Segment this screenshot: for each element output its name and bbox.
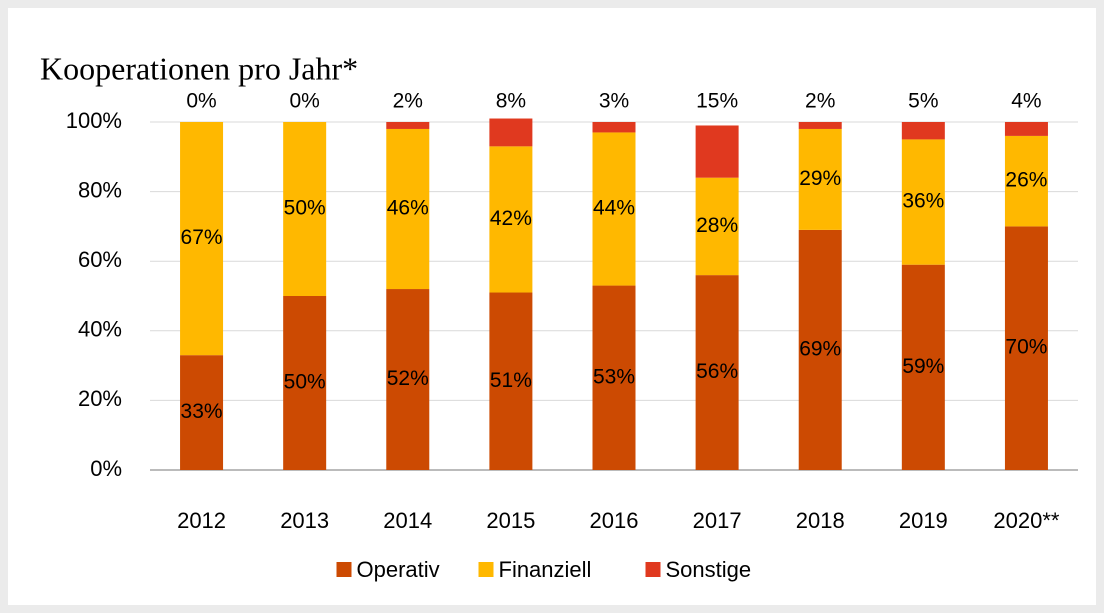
x-tick-label: 2019: [899, 508, 948, 533]
y-tick-label: 100%: [66, 108, 122, 133]
bar-segment: [592, 132, 636, 286]
value-label: 51%: [490, 369, 532, 392]
y-tick-label: 80%: [78, 177, 122, 202]
legend-label: Finanziell: [499, 557, 592, 582]
bar-segment: [489, 146, 533, 293]
legend-swatch: [645, 562, 661, 577]
x-tick-label: 2017: [693, 508, 742, 533]
bar-segment: [1004, 135, 1048, 227]
bar-segment: [489, 118, 533, 147]
y-tick-label: 60%: [78, 247, 122, 272]
x-tick-label: 2013: [280, 508, 329, 533]
value-label: 8%: [496, 90, 526, 113]
bar-segment: [489, 292, 533, 470]
legend-swatch: [336, 562, 352, 577]
legend-swatch: [478, 562, 494, 577]
bar-segment: [592, 285, 636, 470]
bar-segment: [1004, 122, 1048, 136]
bar-segment: [695, 125, 739, 178]
x-tick-label: 2014: [383, 508, 432, 533]
value-label: 0%: [186, 90, 216, 113]
bar-segment: [283, 122, 327, 296]
bar-segment: [386, 122, 430, 129]
y-tick-label: 40%: [78, 317, 122, 342]
value-label: 26%: [1005, 169, 1047, 192]
value-label: 2%: [805, 90, 835, 113]
bar-segment: [901, 264, 945, 470]
value-label: 33%: [181, 400, 223, 423]
bar-segment: [798, 128, 842, 230]
bar-segment: [695, 177, 739, 276]
bar-segment: [695, 275, 739, 470]
value-label: 69%: [799, 337, 841, 360]
x-tick-label: 2015: [486, 508, 535, 533]
legend-label: Operativ: [357, 557, 440, 582]
value-label: 0%: [289, 90, 319, 113]
value-label: 15%: [696, 90, 738, 113]
value-label: 50%: [284, 371, 326, 394]
value-label: 29%: [799, 167, 841, 190]
x-tick-label: 2020**: [993, 508, 1060, 533]
value-label: 2%: [393, 90, 423, 113]
value-label: 28%: [696, 214, 738, 237]
x-tick-label: 2018: [796, 508, 845, 533]
y-tick-label: 20%: [78, 386, 122, 411]
bar-segment: [283, 296, 327, 470]
legend-label: Sonstige: [666, 557, 752, 582]
bar-segment: [386, 128, 430, 290]
x-tick-label: 2012: [177, 508, 226, 533]
value-label: 53%: [593, 365, 635, 388]
value-label: 42%: [490, 207, 532, 230]
value-label: 56%: [696, 360, 738, 383]
y-tick-label: 0%: [90, 456, 122, 481]
value-label: 5%: [908, 90, 938, 113]
chart-title: Kooperationen pro Jahr*: [40, 50, 358, 86]
bar-segment: [901, 122, 945, 140]
bar-segment: [1004, 226, 1048, 470]
value-label: 70%: [1005, 336, 1047, 359]
value-label: 59%: [902, 355, 944, 378]
value-label: 67%: [181, 226, 223, 249]
value-label: 46%: [387, 197, 429, 220]
value-label: 36%: [902, 190, 944, 213]
value-label: 50%: [284, 197, 326, 220]
value-label: 4%: [1011, 90, 1041, 113]
value-label: 52%: [387, 367, 429, 390]
bar-segment: [180, 355, 224, 470]
value-label: 3%: [599, 90, 629, 113]
bar-segment: [901, 139, 945, 265]
value-label: 44%: [593, 197, 635, 220]
bar-segment: [798, 229, 842, 470]
bar-segment: [386, 289, 430, 470]
bar-segment: [592, 122, 636, 133]
bar-segment: [798, 122, 842, 129]
x-tick-label: 2016: [590, 508, 639, 533]
bar-segment: [180, 122, 224, 356]
